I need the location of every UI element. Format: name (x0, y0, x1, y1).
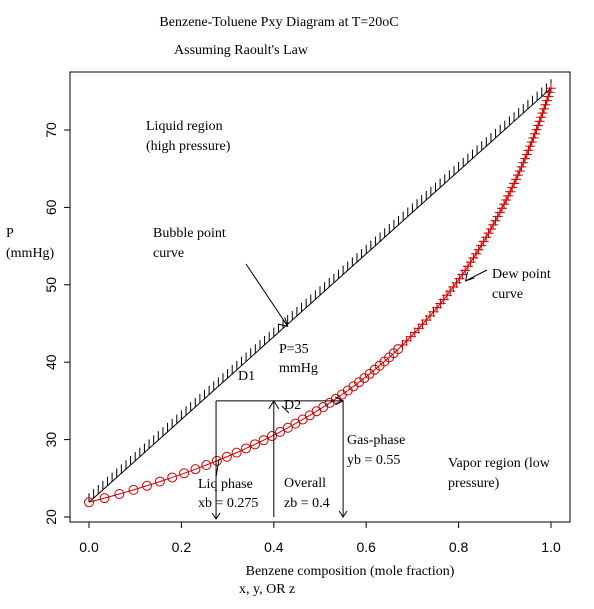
overall-label: Overall (284, 476, 326, 491)
dew-point-marker (266, 431, 277, 442)
series-layer (84, 79, 556, 508)
annotation-lines (211, 263, 488, 520)
dew-point-marker (240, 443, 251, 454)
liquid-drop-arrowhead (211, 512, 221, 520)
gas-phase-label: Gas-phase (347, 433, 405, 448)
chart-subtitle: Assuming Raoult's Law (174, 43, 309, 58)
y-tick-label: 20 (43, 509, 59, 525)
dew-point-pointer-arrowhead (464, 271, 475, 282)
vapor-drop-arrowhead (338, 510, 348, 518)
x-axis: 0.0 0.2 0.4 0.6 0.8 1.0 (79, 521, 561, 555)
dew-point-marker (179, 468, 190, 479)
dew-point-label: Dew point (492, 267, 551, 282)
x-tick-label: 0.2 (172, 539, 192, 555)
dew-point-marker (258, 435, 269, 446)
y-axis-label: P (6, 226, 14, 241)
y-axis-unit-label: (mmHg) (6, 246, 55, 261)
bubble-point-label-secondary: curve (153, 246, 184, 261)
dew-point-label-secondary: curve (492, 287, 523, 302)
pressure-label-secondary: mmHg (279, 361, 318, 376)
liquid-region-label-secondary: (high pressure) (146, 139, 231, 154)
x-tick-label: 0.8 (449, 539, 469, 555)
d1-label: D1 (238, 369, 255, 384)
y-tick-label: 60 (43, 199, 59, 215)
dew-point-marker (249, 439, 260, 450)
pressure-label: P=35 (279, 342, 309, 357)
gas-phase-value: yb = 0.55 (347, 453, 400, 468)
y-tick-label: 40 (43, 354, 59, 370)
y-axis: 20 30 40 50 60 70 (43, 122, 71, 525)
dew-point-marker (231, 447, 242, 458)
y-tick-label: 70 (43, 122, 59, 138)
bubble-point-pointer-arrowhead (278, 317, 289, 327)
x-tick-label: 0.4 (264, 539, 284, 555)
liquid-phase-pointer (215, 458, 220, 477)
dew-point-marker (211, 455, 222, 466)
dew-point-marker (128, 484, 139, 495)
x-axis-label-secondary: x, y, OR z (239, 582, 295, 597)
tie-line-arrowhead (334, 396, 345, 406)
dew-point-marker (141, 480, 152, 491)
overall-arrowhead (268, 399, 280, 410)
y-tick-label: 50 (43, 277, 59, 293)
dew-point-marker (154, 476, 165, 487)
liquid-phase-value: xb = 0.275 (198, 496, 258, 511)
dew-point-marker (99, 493, 110, 504)
dew-point-marker (190, 464, 201, 475)
chart-title: Benzene-Toluene Pxy Diagram at T=20oC (159, 15, 398, 30)
dew-point-marker (201, 460, 212, 471)
x-tick-label: 1.0 (541, 539, 561, 555)
dew-point-marker (275, 426, 286, 437)
dew-point-marker (221, 451, 232, 462)
dew-point-pointer (465, 269, 488, 282)
d2-pointer (281, 405, 290, 414)
bubble-point-pointer (245, 263, 289, 327)
x-axis-label: Benzene composition (mole fraction) (246, 564, 455, 579)
x-tick-label: 0.6 (356, 539, 376, 555)
vapor-region-label-secondary: pressure) (448, 476, 500, 491)
dew-point-marker (114, 489, 125, 500)
overall-value: zb = 0.4 (284, 496, 330, 511)
dew-point-marker (84, 497, 94, 508)
bubble-point-label: Bubble point (153, 226, 226, 241)
liquid-region-label: Liquid region (146, 119, 223, 134)
dew-point-marker (282, 422, 293, 433)
vapor-region-label: Vapor region (low (448, 456, 551, 471)
y-tick-label: 30 (43, 432, 59, 448)
liquid-phase-label: Liq phase (198, 477, 253, 492)
d2-label: D2 (284, 398, 301, 413)
dew-point-marker (167, 472, 178, 483)
x-tick-label: 0.0 (79, 539, 99, 555)
